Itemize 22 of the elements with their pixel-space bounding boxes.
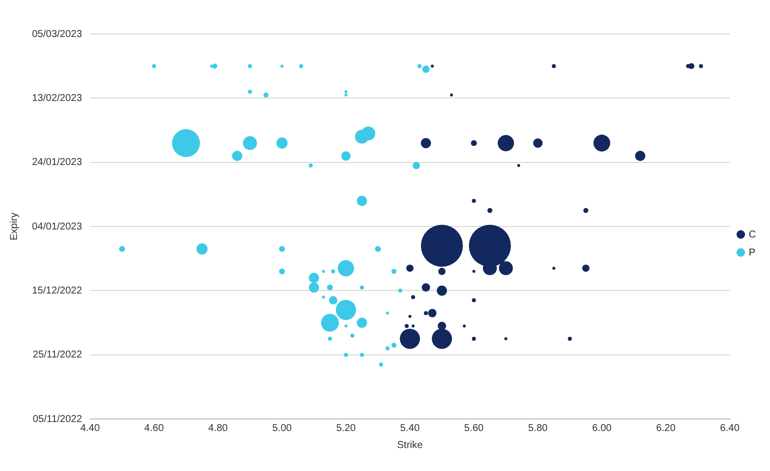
x-tick-label: 5.00 bbox=[272, 422, 292, 434]
x-tick-label: 5.60 bbox=[464, 422, 484, 434]
legend-label: P bbox=[748, 247, 756, 258]
x-tick-label: 4.40 bbox=[80, 422, 100, 434]
y-tick-label: 13/02/2023 bbox=[32, 92, 82, 104]
y-tick-label: 25/11/2022 bbox=[32, 350, 82, 361]
x-tick-label: 5.80 bbox=[528, 422, 548, 434]
x-tick-label: 6.40 bbox=[720, 422, 740, 434]
x-tick-label: 6.20 bbox=[656, 422, 676, 434]
y-tick-label: 15/12/2022 bbox=[32, 285, 82, 296]
legend-label: C bbox=[748, 229, 756, 240]
y-axis-title: Expiry bbox=[8, 212, 20, 240]
x-tick-label: 6.00 bbox=[592, 422, 612, 434]
y-tick-label: 05/03/2023 bbox=[32, 28, 82, 40]
x-tick-label: 5.20 bbox=[336, 422, 356, 434]
y-tick-label: 04/01/2023 bbox=[32, 221, 82, 232]
x-tick-label: 4.60 bbox=[144, 422, 164, 434]
y-tick-label: 24/01/2023 bbox=[32, 157, 82, 168]
x-tick-label: 4.80 bbox=[208, 422, 228, 434]
x-axis-title: Strike bbox=[397, 440, 424, 451]
y-tick-label: 05/11/2022 bbox=[32, 414, 82, 425]
x-tick-label: 5.40 bbox=[400, 422, 420, 434]
